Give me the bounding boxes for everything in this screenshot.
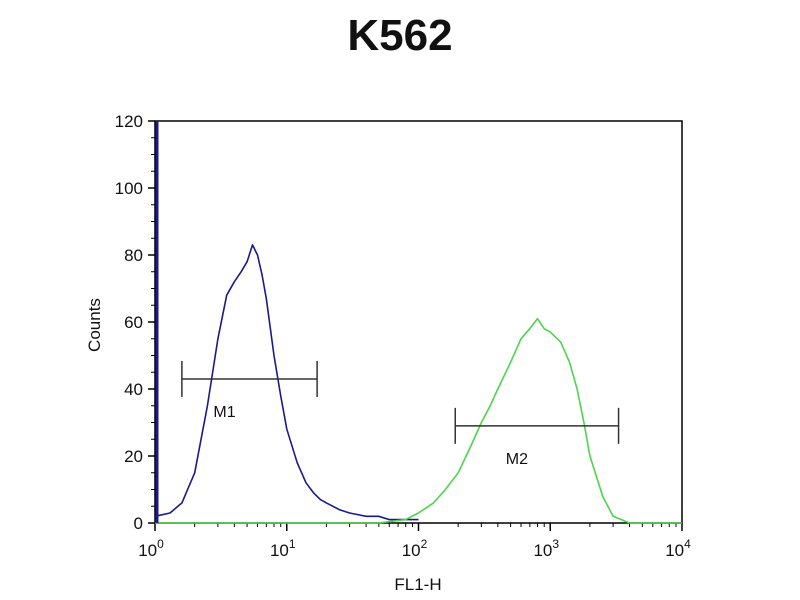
series-line-1 <box>154 244 419 521</box>
y-tick-label: 0 <box>134 514 143 533</box>
x-axis-label: FL1-H <box>394 575 441 594</box>
marker-label-m1: M1 <box>213 404 235 421</box>
y-tick-label: 40 <box>124 380 143 399</box>
y-tick-label: 100 <box>115 179 143 198</box>
series-line-2 <box>155 317 682 524</box>
marker-label-m2: M2 <box>506 451 528 468</box>
y-tick-label: 60 <box>124 313 143 332</box>
x-tick-label: 104 <box>665 537 691 560</box>
x-tick-label: 102 <box>402 537 428 560</box>
series-layer <box>154 121 682 524</box>
y-tick-label: 20 <box>124 447 143 466</box>
plot-frame <box>154 120 683 524</box>
x-tick-label: 103 <box>533 537 559 560</box>
chart-title: K562 <box>347 11 452 60</box>
marker-layer: M1 M2 <box>181 360 620 468</box>
x-tick-label: 100 <box>138 537 164 560</box>
axes: 0 20 40 60 80 100 120 100 101 102 103 104 <box>115 112 691 560</box>
x-tick-label: 101 <box>270 537 296 560</box>
y-tick-label: 120 <box>115 112 143 131</box>
y-axis-label: Counts <box>85 298 104 352</box>
y-tick-label: 80 <box>124 246 143 265</box>
